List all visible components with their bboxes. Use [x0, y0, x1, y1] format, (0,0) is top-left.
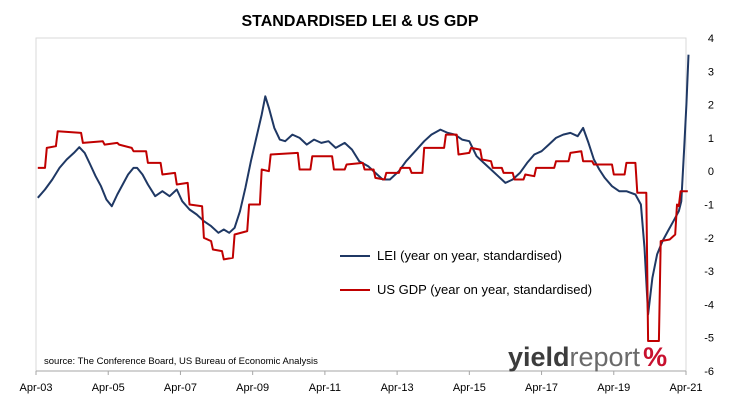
y-tick-label: 0 — [708, 166, 714, 178]
x-tick-label: Apr-07 — [164, 382, 197, 394]
x-tick-label: Apr-15 — [453, 382, 486, 394]
yieldreport-logo: yieldreport% — [508, 342, 667, 372]
y-tick-label: -6 — [704, 366, 714, 378]
y-tick-label: -3 — [704, 266, 714, 278]
y-tick-label: -5 — [704, 333, 714, 345]
x-axis: Apr-03 Apr-05 Apr-07 Apr-09 Apr-11 Apr-13 Apr-… — [19, 370, 703, 394]
y-tick-label: 3 — [708, 66, 714, 78]
x-tick-label: Apr-05 — [92, 382, 125, 394]
us-gdp-series-line — [37, 130, 688, 342]
legend-label-gdp: US GDP (year on year, standardised) — [377, 282, 592, 297]
legend-label-lei: LEI (year on year, standardised) — [377, 248, 562, 263]
chart-title: STANDARDISED LEI & US GDP — [241, 13, 478, 30]
y-tick-label: 2 — [708, 100, 714, 112]
svg-text:yieldreport%: yieldreport% — [508, 342, 667, 372]
x-tick-label: Apr-13 — [381, 382, 414, 394]
y-tick-label: 4 — [708, 33, 714, 45]
y-axis: -6 -5 -4 -3 -2 -1 0 1 2 3 4 — [704, 33, 714, 378]
y-tick-label: -4 — [704, 299, 714, 311]
x-tick-label: Apr-03 — [19, 382, 52, 394]
series-layer — [37, 54, 690, 342]
y-tick-label: -1 — [704, 200, 714, 212]
logo-text-report: report — [570, 342, 641, 372]
x-tick-label: Apr-19 — [597, 382, 630, 394]
logo-text-percent: % — [643, 342, 667, 372]
lei-series-line — [37, 54, 690, 316]
legend: LEI (year on year, standardised) US GDP … — [340, 248, 592, 297]
x-tick-label: Apr-17 — [525, 382, 558, 394]
source-note: source: The Conference Board, US Bureau … — [44, 356, 318, 367]
x-tick-label: Apr-11 — [309, 382, 341, 394]
y-tick-label: -2 — [704, 233, 714, 245]
y-tick-label: 1 — [708, 133, 714, 145]
x-tick-label: Apr-09 — [236, 382, 269, 394]
logo-text-yield: yield — [508, 342, 570, 372]
x-tick-label: Apr-21 — [669, 382, 702, 394]
